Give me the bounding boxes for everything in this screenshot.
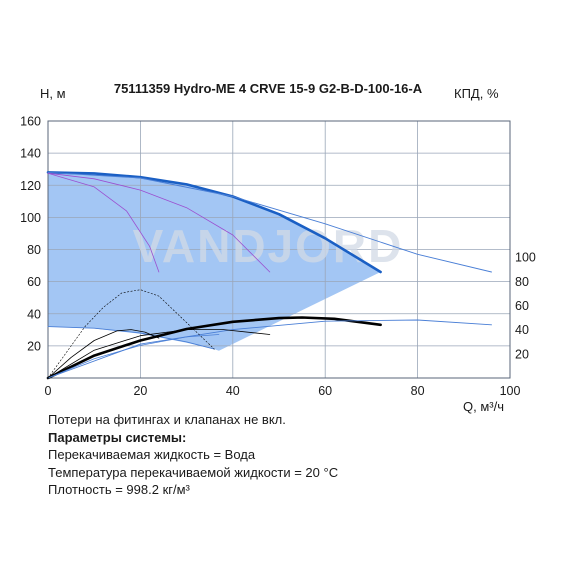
y-tick-label: 60 (27, 275, 41, 289)
system-notes: Потери на фитингах и клапанах не вкл. Па… (48, 411, 338, 499)
y-tick-label: 100 (20, 211, 41, 225)
y-axis-label: H, м (40, 86, 66, 101)
curve-head-max (46, 171, 382, 274)
system-params-heading: Параметры системы: (48, 429, 187, 445)
chart-title: 75111359 Hydro-ME 4 CRVE 15-9 G2-B-D-100… (114, 81, 423, 96)
y-tick-label: 160 (20, 115, 41, 129)
plot-area: VANDJORD 0 20 40 60 80 100 20 40 60 80 100 120 140 160… (20, 115, 536, 399)
curve-head-mid (47, 172, 271, 273)
curve-eff-low (47, 334, 220, 379)
note-temperature: Температура перекачиваемой жидкости = 20… (48, 464, 339, 480)
y-tick-label: 80 (27, 243, 41, 257)
y-tick-label: 120 (20, 179, 41, 193)
y-tick-label: 20 (27, 339, 41, 353)
x-tick-label: 60 (318, 384, 332, 398)
x-tick-label: 100 (500, 384, 521, 398)
note-liquid: Перекачиваемая жидкость = Вода (48, 447, 256, 462)
y-tick-label: 40 (27, 307, 41, 321)
curve-head-mid (47, 172, 160, 273)
x-tick-label: 40 (226, 384, 240, 398)
y2-tick-label: 80 (515, 275, 529, 289)
y2-tick-label: 20 (515, 347, 529, 361)
curve-npsh (47, 289, 215, 379)
x-tick-label: 0 (45, 384, 52, 398)
note-density: Плотность = 998.2 кг/м³ (48, 482, 190, 497)
curve-head-ext (47, 171, 492, 273)
curve-eff-low (47, 329, 160, 379)
curve-head-min (47, 326, 215, 350)
watermark-logo: VANDJORD (133, 220, 404, 272)
y-tick-label: 140 (20, 147, 41, 161)
curve-eff-max (46, 316, 382, 380)
x-axis-label: Q, м³/ч (463, 399, 504, 414)
y2-axis-label: КПД, % (454, 86, 499, 101)
y2-tick-label: 60 (515, 299, 529, 313)
x-tick-label: 20 (133, 384, 147, 398)
note-losses: Потери на фитингах и клапанах не вкл. (48, 412, 286, 427)
plot-frame (47, 120, 511, 379)
x-tick-label: 80 (411, 384, 425, 398)
y2-tick-label: 100 (515, 251, 536, 265)
y2-tick-label: 40 (515, 323, 529, 337)
curve-eff-low (47, 329, 271, 379)
